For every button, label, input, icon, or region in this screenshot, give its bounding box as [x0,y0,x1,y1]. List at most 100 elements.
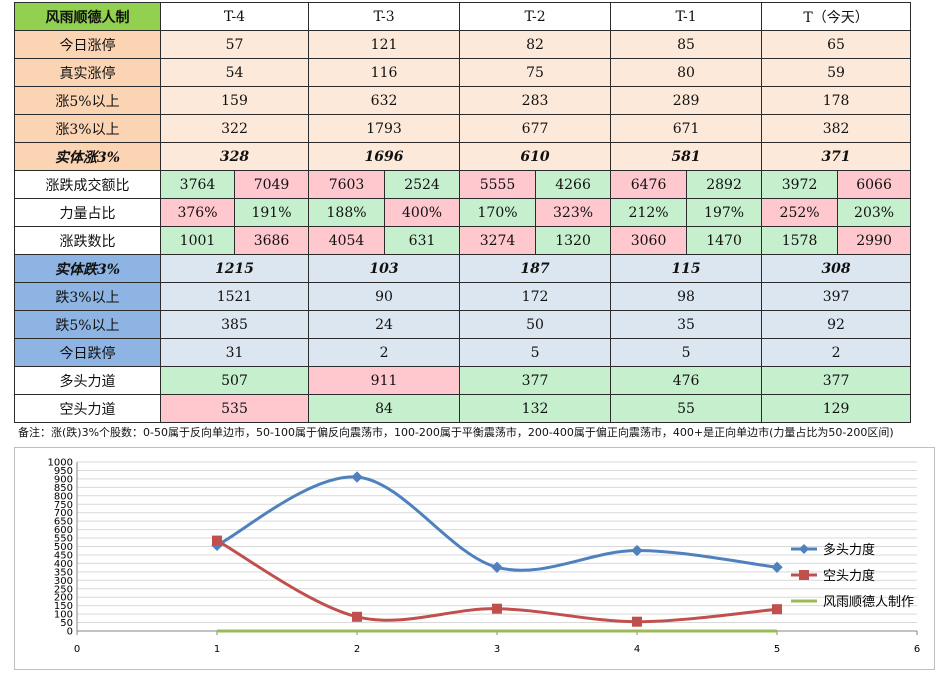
table-cell: 129 [761,394,912,423]
table-cell: 57 [159,30,310,59]
row-label: 涨3%以上 [14,114,161,143]
row-label: 涨5%以上 [14,86,161,115]
table-cell: 397 [761,282,912,311]
table-cell: 75 [459,58,612,87]
table-cell: 31 [159,338,310,367]
table-cell: 170% [459,198,537,227]
table-cell: 90 [308,282,461,311]
y-tick-label: 0 [67,627,73,638]
table-cell: 252% [761,198,839,227]
series-line [216,475,778,572]
table-cell: 132 [459,394,612,423]
table-cell: 2 [761,338,912,367]
data-point [771,561,783,573]
footnote: 备注：涨(跌)3%个股数：0-50属于反向单边市，50-100属于偏反向震荡市，… [18,426,894,439]
y-tick-label: 600 [54,525,73,536]
y-tick-label: 750 [54,500,73,511]
power-row: 空头力道 535 84 132 55 129 [14,394,912,423]
x-tick-label: 6 [914,644,920,655]
table-cell: 610 [459,142,612,171]
table-cell: 159 [159,86,310,115]
table-cell: 2524 [384,170,461,199]
solid-up-row: 实体涨3% 328 1696 610 581 371 [14,142,912,171]
table-cell: 400% [384,198,461,227]
table-cell: 3274 [459,226,537,255]
table-cell: 5 [459,338,612,367]
table-cell: 203% [837,198,912,227]
table-cell: 2892 [686,170,763,199]
line-chart: 0 50 100 150 200 250 300 350 400 450 500 550 600 650 7… [14,447,935,670]
x-tick-label: 1 [214,644,220,655]
table-cell: 376% [160,198,235,227]
table-cell: 1696 [308,142,461,171]
table-cell: 121 [308,30,461,59]
row-label: 实体涨3% [14,142,161,171]
table-cell: 82 [459,30,612,59]
table-cell: 385 [159,310,310,339]
table-cell: 677 [459,114,612,143]
table-cell: 581 [610,142,763,171]
data-table-wrapper: 风雨顺德人制 T-4 T-3 T-2 T-1 T（今天） 今日涨停 57 121 82 85 65 真实… [14,2,912,423]
table-cell: 377 [459,366,612,395]
table-cell: 103 [308,254,461,283]
column-header: T-4 [159,2,310,31]
table-cell: 1793 [308,114,461,143]
pair-row: 涨跌数比 1001 3686 4054 631 3274 1320 3060 1470 1578 2… [14,226,912,255]
column-header: T-1 [610,2,763,31]
table-cell: 172 [459,282,612,311]
table-cell: 54 [159,58,310,87]
table-cell: 671 [610,114,763,143]
y-tick-label: 50 [60,618,73,629]
row-label: 跌3%以上 [14,282,161,311]
row-label: 跌5%以上 [14,310,161,339]
table-cell: 328 [159,142,310,171]
row-label: 涨跌数比 [14,226,161,255]
legend-label: 空头力度 [823,568,875,584]
y-tick-label: 350 [54,567,73,578]
table-cell: 1320 [535,226,612,255]
solid-down-row: 实体跌3% 1215 103 187 115 308 [14,254,912,283]
table-cell: 5 [610,338,763,367]
y-tick-label: 400 [54,559,73,570]
table-cell: 59 [761,58,912,87]
y-tick-label: 200 [54,593,73,604]
y-tick-label: 250 [54,584,73,595]
column-header: T（今天） [761,2,912,31]
row-label: 真实涨停 [14,58,161,87]
data-point [632,616,642,627]
power-row: 多头力道 507 911 377 476 377 [14,366,912,395]
y-tick-label: 900 [54,474,73,485]
table-row: 跌3%以上 1521 90 172 98 397 [14,282,912,311]
row-label: 空头力道 [14,394,161,423]
data-point [212,535,222,546]
table-cell: 535 [159,394,310,423]
x-tick-label: 3 [494,644,500,655]
table-cell: 631 [384,226,461,255]
legend-label: 风雨顺德人制作 [823,595,914,610]
table-cell: 197% [686,198,763,227]
y-tick-label: 500 [54,542,73,553]
row-label: 涨跌成交额比 [14,170,161,199]
column-header: T-2 [459,2,612,31]
table-cell: 3764 [160,170,235,199]
x-tick-label: 0 [74,644,80,655]
y-tick-label: 850 [54,483,73,494]
table-cell: 4054 [308,226,386,255]
data-point [772,604,782,615]
row-label: 实体跌3% [14,254,161,283]
data-point [352,611,362,622]
y-tick-label: 800 [54,491,73,502]
table-cell: 178 [761,86,912,115]
y-tick-label: 950 [54,466,73,477]
row-label: 今日涨停 [14,30,161,59]
table-cell: 1578 [761,226,839,255]
table-cell: 98 [610,282,763,311]
table-cell: 4266 [535,170,612,199]
table-cell: 35 [610,310,763,339]
table-row: 今日跌停 31 2 5 5 2 [14,338,912,367]
table-cell: 65 [761,30,912,59]
legend-marker [799,570,809,580]
table-row: 今日涨停 57 121 82 85 65 [14,30,912,59]
table-cell: 1470 [686,226,763,255]
header-row: 风雨顺德人制 T-4 T-3 T-2 T-1 T（今天） [14,2,912,31]
